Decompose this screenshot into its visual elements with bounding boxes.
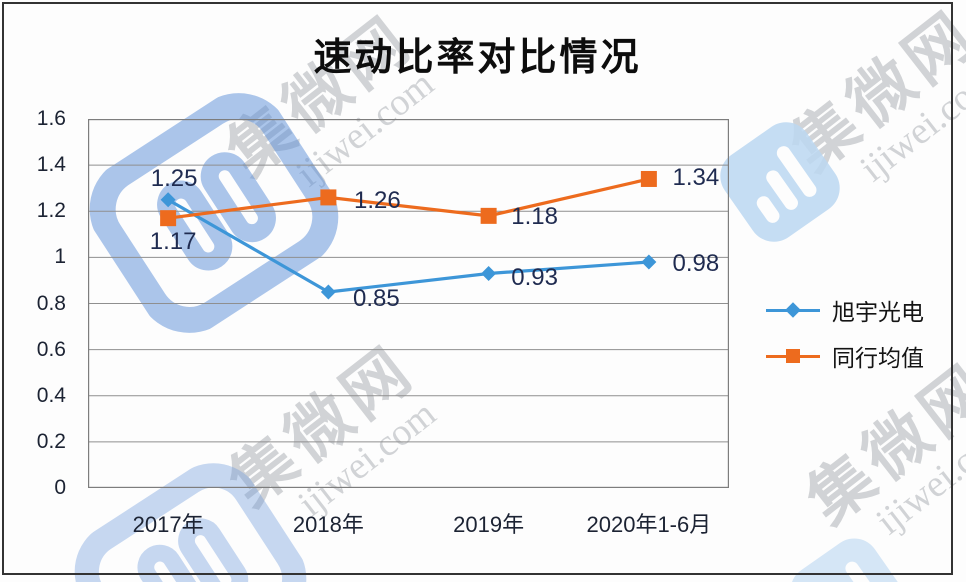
diamond-marker-icon (785, 302, 801, 318)
y-axis-tick-label: 0.8 (36, 291, 66, 315)
square-marker-icon (786, 349, 800, 363)
x-axis-tick-label: 2020年1-6月 (586, 512, 712, 537)
y-axis-tick-label: 0.2 (36, 429, 66, 453)
legend-item-series-2: 同行均值 (766, 339, 924, 373)
data-point-label: 1.34 (672, 163, 720, 191)
x-axis-tick-label: 2018年 (292, 512, 364, 537)
legend-item-series-1: 旭宇光电 (766, 293, 924, 327)
plot-area (88, 119, 729, 488)
data-point-label: 1.25 (150, 164, 198, 192)
x-axis-tick-label: 2019年 (453, 512, 525, 537)
data-point-label: 0.98 (672, 249, 720, 277)
chart-legend: 旭宇光电 同行均值 (766, 293, 924, 385)
y-axis-tick-label: 1.4 (36, 153, 66, 177)
y-axis-tick-label: 0.6 (36, 337, 66, 361)
y-axis-tick-label: 0.4 (36, 383, 66, 407)
legend-label: 同行均值 (832, 345, 924, 371)
y-axis-tick-label: 0 (54, 476, 66, 499)
data-point-label: 1.17 (149, 228, 197, 256)
legend-line-sample (766, 349, 820, 363)
y-axis-tick-label: 1.6 (36, 107, 66, 130)
y-axis-tick-label: 1.2 (36, 199, 66, 223)
legend-label: 旭宇光电 (832, 299, 924, 325)
chart-border-frame (2, 2, 953, 575)
data-point-label: 0.85 (353, 284, 400, 312)
y-axis-tick-label: 1 (54, 245, 66, 269)
x-axis-tick-label: 2017年 (132, 512, 204, 537)
data-point-label: 0.93 (511, 263, 558, 291)
data-point-label: 1.26 (354, 187, 401, 215)
data-point-label: 1.18 (511, 202, 558, 230)
legend-line-sample (766, 302, 820, 318)
chart-title: 速动比率对比情况 (313, 37, 642, 79)
